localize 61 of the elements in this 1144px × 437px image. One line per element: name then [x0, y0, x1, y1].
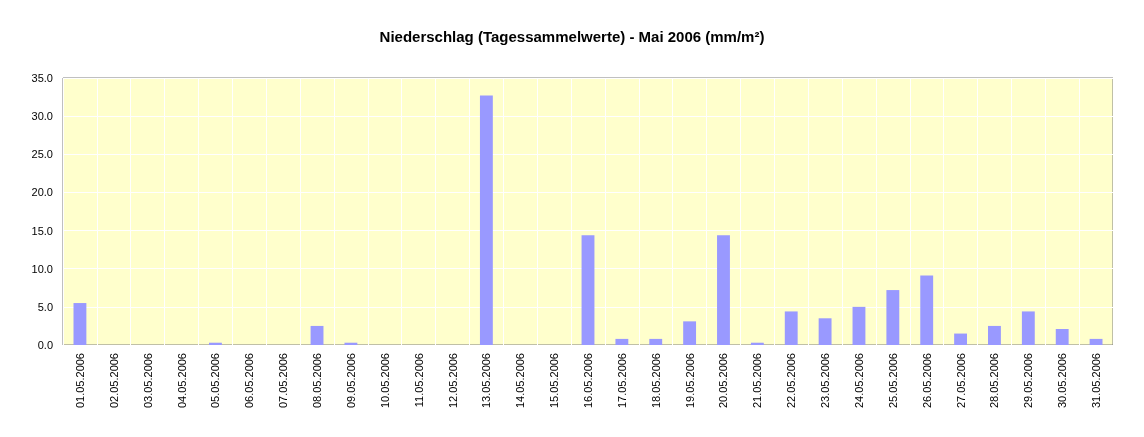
x-tick-label: 08.05.2006: [311, 353, 324, 409]
x-tick-label: 05.05.2006: [209, 353, 222, 409]
x-tick-label: 30.05.2006: [1056, 353, 1069, 409]
y-tick-label: 10.0: [31, 262, 53, 275]
bar: [1055, 328, 1069, 345]
bar: [954, 333, 968, 345]
chart-title: Niederschlag (Tagessammelwerte) - Mai 2006 (mm/m²): [379, 28, 765, 45]
x-tick-label: 27.05.2006: [954, 353, 967, 409]
x-tick-label: 26.05.2006: [920, 353, 933, 409]
y-tick-label: 20.0: [31, 186, 53, 199]
bar: [1089, 338, 1103, 345]
bar: [852, 306, 866, 345]
bar: [73, 303, 87, 345]
x-tick-label: 29.05.2006: [1022, 353, 1035, 409]
bar: [750, 342, 764, 345]
y-tick-label: 30.0: [31, 110, 53, 123]
bar: [208, 342, 222, 345]
bar: [717, 235, 730, 345]
x-tick-label: 01.05.2006: [73, 353, 86, 409]
x-tick-label: 22.05.2006: [785, 353, 798, 409]
x-tick-label: 02.05.2006: [107, 353, 120, 409]
bar: [920, 275, 934, 345]
x-tick-label: 18.05.2006: [649, 353, 662, 409]
y-tick-label: 15.0: [31, 224, 53, 237]
y-tick-label: 25.0: [31, 148, 53, 161]
bar: [310, 325, 324, 345]
x-tick-label: 10.05.2006: [378, 353, 391, 409]
x-tick-label: 03.05.2006: [141, 353, 154, 409]
x-tick-label: 12.05.2006: [446, 353, 459, 409]
x-tick-label: 21.05.2006: [751, 353, 764, 409]
x-tick-label: 16.05.2006: [582, 353, 594, 409]
x-tick-label: 23.05.2006: [819, 353, 832, 409]
x-tick-label: 04.05.2006: [175, 353, 188, 409]
x-tick-label: 09.05.2006: [344, 353, 357, 409]
x-tick-label: 06.05.2006: [243, 353, 256, 409]
x-tick-label: 20.05.2006: [717, 353, 730, 409]
x-tick-label: 28.05.2006: [988, 353, 1001, 409]
y-tick-label: 5.0: [37, 300, 53, 313]
x-tick-label: 19.05.2006: [683, 353, 696, 409]
bar: [581, 235, 595, 345]
bar: [988, 325, 1001, 345]
x-tick-label: 17.05.2006: [615, 353, 628, 409]
bar: [784, 311, 798, 345]
x-tick-label: 13.05.2006: [480, 353, 493, 409]
x-tick-label: 07.05.2006: [277, 353, 290, 409]
bar: [1021, 311, 1035, 345]
x-tick-label: 25.05.2006: [886, 353, 899, 409]
x-tick-label: 31.05.2006: [1090, 353, 1103, 409]
bar: [818, 318, 832, 345]
x-tick-label: 11.05.2006: [412, 353, 425, 408]
bar: [479, 95, 493, 345]
y-tick-label: 0.0: [37, 339, 53, 351]
x-tick-label: 24.05.2006: [852, 353, 865, 409]
bar: [886, 290, 900, 345]
bar: [649, 338, 663, 345]
x-tick-label: 15.05.2006: [548, 353, 561, 409]
bar: [344, 342, 358, 345]
bar: [683, 321, 697, 345]
x-tick-label: 14.05.2006: [514, 353, 527, 409]
bar: [615, 338, 629, 345]
y-tick-label: 35.0: [31, 72, 53, 84]
